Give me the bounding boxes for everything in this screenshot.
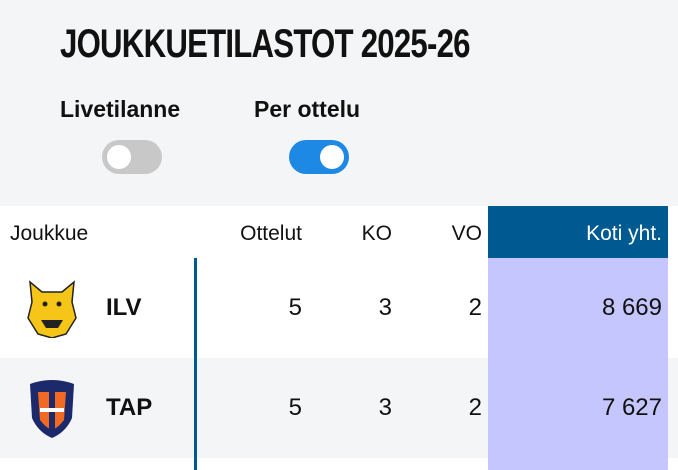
koti-value: 7 627	[601, 394, 662, 421]
toggle-label-live: Livetilanne	[60, 96, 181, 122]
toggle-label-per-game: Per ottelu	[254, 96, 361, 122]
livetilanne-toggle[interactable]	[102, 140, 162, 174]
vo-value: 2	[468, 394, 482, 421]
table-row[interactable]: ILV 5 3 2 8 669	[0, 258, 678, 358]
tappara-shield-logo	[30, 380, 74, 438]
team-name: ILV	[106, 294, 142, 321]
header-vo[interactable]: VO	[451, 222, 482, 245]
ottelut-value: 5	[288, 294, 302, 321]
vo-value: 2	[468, 294, 482, 321]
koti-value: 8 669	[601, 294, 662, 321]
ilves-lynx-logo	[27, 280, 77, 338]
table-row[interactable]: TAP 5 3 2 7 627	[0, 358, 678, 458]
header-joukkue[interactable]: Joukkue	[10, 222, 89, 245]
page-title: JOUKKUETILASTOT 2025-26	[60, 22, 471, 66]
team-name: TAP	[106, 394, 153, 421]
header-koti[interactable]: Koti yht.	[586, 222, 662, 245]
header-ko[interactable]: KO	[361, 222, 392, 245]
header-ottelut[interactable]: Ottelut	[240, 222, 302, 245]
ko-value: 3	[378, 394, 392, 421]
koti-column-highlight	[488, 258, 668, 470]
column-divider	[194, 258, 197, 470]
koti-header-bg	[488, 206, 668, 258]
per-ottelu-toggle[interactable]	[289, 140, 349, 174]
ko-value: 3	[378, 294, 392, 321]
ottelut-value: 5	[288, 394, 302, 421]
